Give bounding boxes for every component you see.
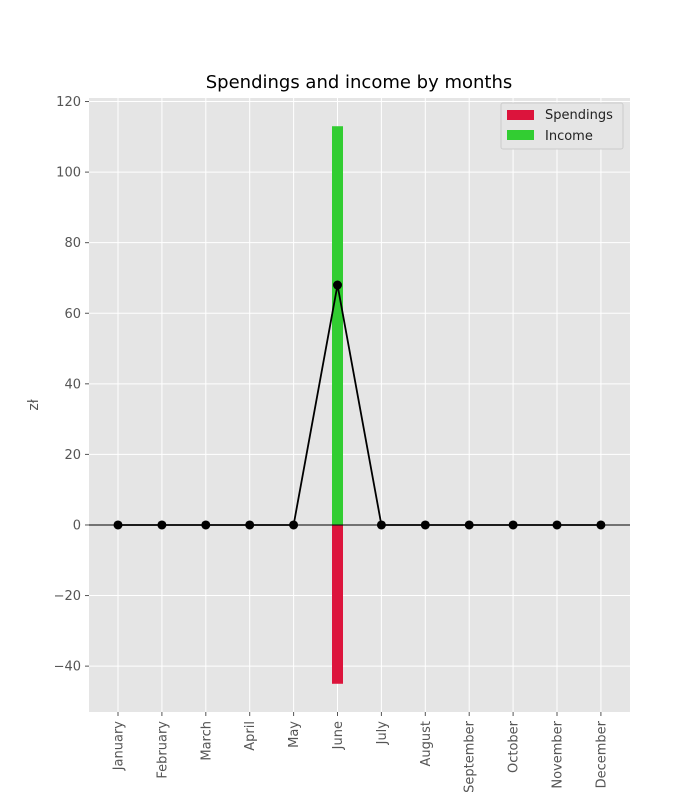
y-axis-label: zł	[26, 399, 42, 410]
balance-point	[333, 280, 342, 290]
legend-label-spendings: Spendings	[545, 108, 613, 123]
x-tick-label: November	[551, 720, 566, 788]
balance-point	[596, 520, 606, 530]
balance-point	[289, 520, 299, 530]
legend-swatch-income	[507, 130, 534, 140]
y-tick-label: 80	[64, 236, 81, 251]
y-tick-label: 120	[56, 95, 81, 110]
legend: Spendings Income	[500, 102, 624, 150]
balance-point	[464, 520, 474, 530]
bars	[332, 126, 343, 684]
x-ticks: January February March April May June July Augu…	[112, 712, 609, 793]
x-tick-label: July	[375, 721, 390, 746]
line-series	[113, 280, 606, 530]
balance-line	[118, 284, 601, 526]
bar-income	[332, 126, 343, 525]
balance-point	[113, 520, 123, 530]
x-tick-label: February	[155, 721, 170, 779]
y-tick-label: 60	[64, 307, 81, 322]
legend-label-income: Income	[545, 129, 593, 144]
x-tick-label: August	[419, 721, 434, 767]
balance-point	[201, 520, 211, 530]
y-tick-label: −40	[54, 660, 81, 675]
x-tick-label: December	[594, 720, 609, 788]
y-tick-label: 40	[64, 377, 81, 392]
x-tick-label: April	[243, 721, 258, 751]
y-tick-label: 20	[64, 448, 81, 463]
chart-title: Spendings and income by months	[206, 72, 513, 93]
balance-point	[157, 520, 167, 530]
x-tick-label: June	[331, 721, 346, 750]
balance-point	[376, 520, 386, 530]
balance-point	[245, 520, 255, 530]
y-tick-label: 0	[73, 518, 81, 533]
legend-swatch-spendings	[507, 110, 534, 120]
y-tick-label: −20	[54, 589, 81, 604]
x-tick-label: March	[199, 721, 214, 761]
x-tick-label: January	[112, 721, 127, 772]
y-tick-label: 100	[56, 166, 81, 181]
balance-point	[552, 520, 562, 530]
y-ticks: −40 −20 0 20 40 60 80 100 120	[54, 95, 89, 675]
balance-point	[508, 520, 518, 530]
x-tick-label: October	[507, 720, 522, 773]
x-tick-label: May	[287, 721, 302, 748]
balance-point	[420, 520, 430, 530]
x-tick-label: September	[463, 720, 478, 793]
bar-spendings	[332, 524, 343, 684]
